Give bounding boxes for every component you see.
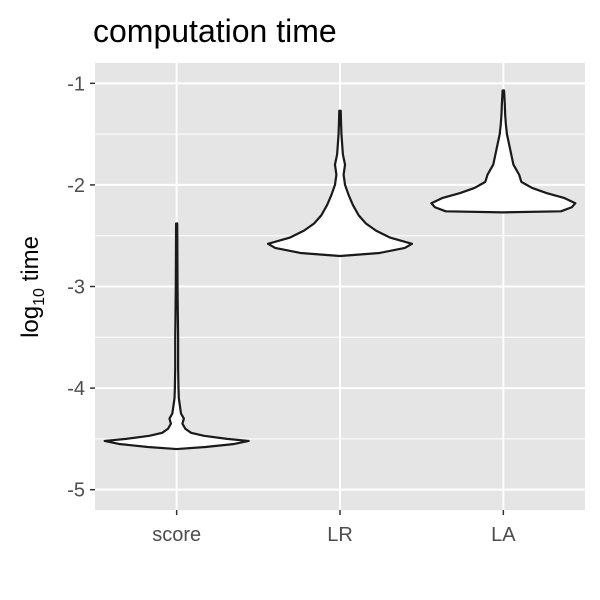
- chart-title: computation time: [93, 13, 337, 49]
- violin-la: [430, 89, 577, 214]
- violin-lr: [266, 109, 414, 258]
- y-tick-label: -3: [67, 277, 85, 299]
- y-tick-label: -5: [67, 480, 85, 502]
- y-axis-title: log10 time: [17, 236, 48, 338]
- x-axis: score LR LA: [152, 510, 516, 546]
- violins: [103, 89, 577, 451]
- y-axis: -1 -2 -3 -4 -5: [67, 73, 95, 502]
- x-tick-label: LR: [327, 524, 353, 546]
- y-axis-title-subscript: 10: [31, 288, 48, 306]
- violin-score: [103, 222, 250, 451]
- y-tick-label: -4: [67, 378, 85, 400]
- x-tick-label: LA: [491, 524, 516, 546]
- y-axis-title-rest: time: [17, 236, 44, 288]
- x-tick-label: score: [152, 524, 201, 546]
- y-tick-label: -2: [67, 175, 85, 197]
- y-axis-title-base: log: [17, 306, 44, 338]
- y-tick-label: -1: [67, 73, 85, 95]
